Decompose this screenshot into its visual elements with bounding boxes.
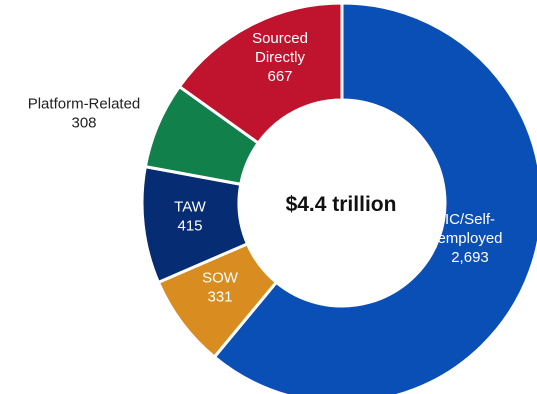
slice-label-sourced-directly: Sourced Directly 667 <box>252 30 308 85</box>
slice-label-platform-related: Platform-Related 308 <box>28 96 141 132</box>
donut-slice-ic-self-employed <box>212 1 537 394</box>
center-total-label: $4.4 trillion <box>286 193 397 216</box>
donut-slice-sourced-directly <box>177 1 344 146</box>
slice-label-sow: SOW 331 <box>202 270 239 306</box>
slice-label-ic-self-employed: IC/Self-employed 2,693 <box>437 211 502 266</box>
slice-label-taw: TAW 415 <box>174 199 206 235</box>
